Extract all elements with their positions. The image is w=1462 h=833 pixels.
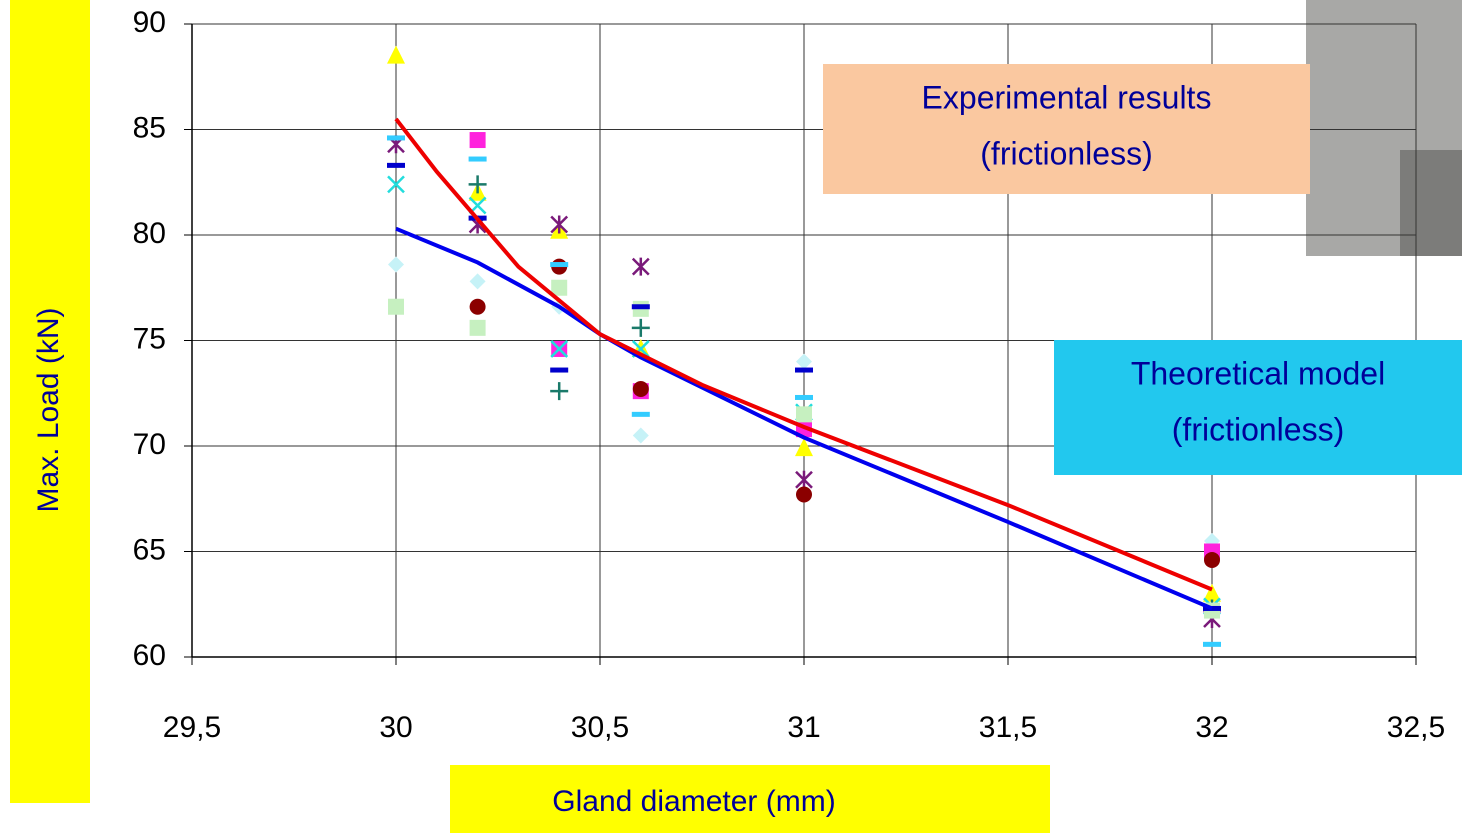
marker-asterisk [550,215,569,234]
x-tick-label: 31,5 [979,711,1037,744]
marker-square [551,279,568,296]
marker-asterisk [631,257,650,276]
marker-x [550,340,569,358]
marker-dash [795,394,813,400]
marker-plus [631,318,650,337]
y-tick-label: 90 [133,6,166,39]
marker-diamond [388,256,404,273]
marker-dash [1203,641,1221,647]
marker-square [469,319,486,336]
marker-x [387,175,405,194]
marker-diamond [632,427,649,444]
y-tick-label: 65 [133,533,166,566]
marker-triangle [795,438,813,457]
marker-square [796,406,812,423]
annotation-text: (frictionless) [980,135,1152,171]
marker-dash [631,411,650,417]
y-tick-label: 75 [133,322,166,355]
x-tick-label: 30,5 [571,711,629,744]
y-tick-label: 70 [133,428,166,461]
marker-dash [387,162,405,168]
marker-asterisk [795,470,813,489]
marker-circle [469,298,486,315]
marker-dash [550,262,569,268]
y-tick-label: 80 [133,217,166,250]
marker-triangle [1203,583,1221,602]
y-tick-label: 60 [133,639,166,672]
marker-circle [796,486,812,503]
photo-detail [1400,150,1462,256]
marker-plus [468,175,487,194]
y-tick-label: 85 [133,111,166,144]
y-axis-label: Max. Load (kN) [32,307,65,512]
marker-dash [550,367,569,373]
marker-dash [468,156,487,162]
line [394,117,1213,592]
marker-square [469,132,486,149]
x-tick-label: 32,5 [1387,711,1445,744]
marker-dash [795,367,813,373]
x-tick-label: 32 [1195,711,1228,744]
marker-circle [1204,551,1220,568]
marker-triangle [387,45,405,64]
marker-square [388,298,404,315]
marker-diamond [469,273,486,290]
x-tick-label: 29,5 [163,711,221,744]
annotation-text: (frictionless) [1172,411,1344,447]
annotation-text: Theoretical model [1131,355,1385,391]
annotation-box [1054,340,1462,475]
x-tick-label: 31 [787,711,820,744]
marker-plus [550,382,569,401]
annotation-box [823,64,1310,194]
x-tick-label: 30 [379,711,412,744]
marker-diamond [796,353,812,370]
annotation-text: Experimental results [922,79,1212,115]
marker-dash [631,304,650,310]
x-label-box [450,765,1050,833]
marker-dash [387,135,405,141]
x-axis-label: Gland diameter (mm) [552,785,835,818]
y-label-box [10,0,90,803]
marker-circle [632,381,649,398]
